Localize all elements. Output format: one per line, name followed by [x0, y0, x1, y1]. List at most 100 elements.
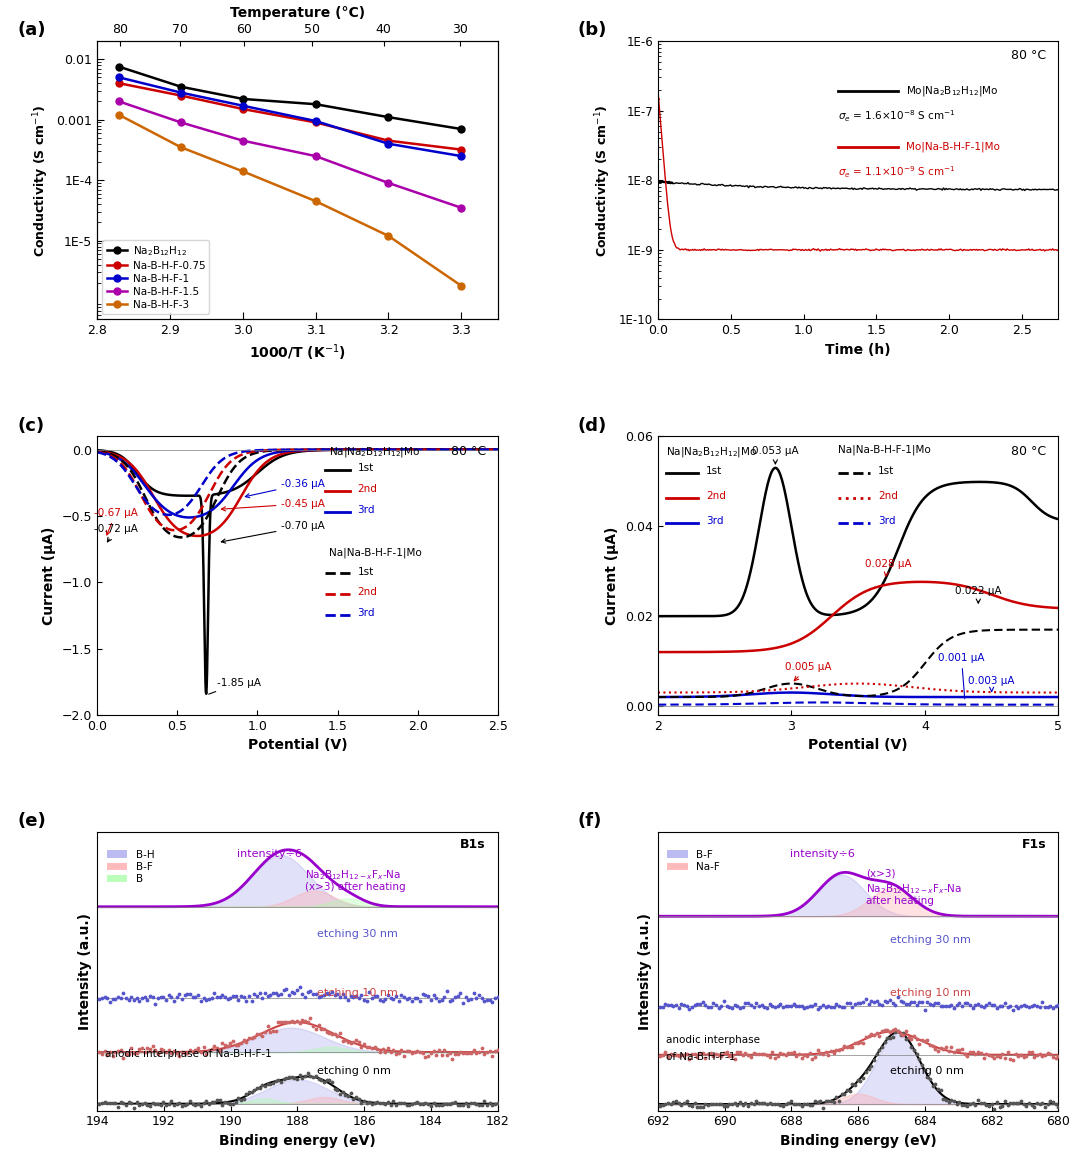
Point — [179, 985, 197, 1004]
Point — [165, 1095, 183, 1114]
Point — [726, 1050, 743, 1068]
Point — [489, 1040, 507, 1059]
Text: $\sigma_e$ = 1.6$\times$10$^{-8}$ S cm$^{-1}$: $\sigma_e$ = 1.6$\times$10$^{-8}$ S cm$^… — [838, 109, 956, 124]
Point — [312, 1021, 329, 1039]
Point — [745, 1094, 762, 1113]
Text: 3rd: 3rd — [357, 608, 375, 618]
Point — [852, 1072, 869, 1091]
Point — [737, 994, 754, 1012]
Point — [118, 989, 135, 1008]
Point — [428, 989, 445, 1008]
Point — [138, 1039, 156, 1058]
Point — [451, 984, 469, 1003]
Point — [288, 981, 306, 999]
Point — [203, 1039, 220, 1058]
Point — [841, 994, 859, 1012]
Point — [278, 980, 295, 998]
Point — [729, 1095, 746, 1114]
Point — [154, 988, 172, 1007]
Point — [841, 1037, 859, 1056]
Point — [208, 988, 226, 1007]
Point — [211, 1091, 228, 1109]
Point — [152, 1040, 170, 1059]
Point — [916, 1032, 933, 1051]
Point — [892, 992, 909, 1011]
Point — [91, 1043, 108, 1061]
Na-B-H-F-1.5 — [237, 133, 249, 147]
Point — [406, 988, 423, 1007]
Point — [771, 1044, 788, 1063]
Point — [678, 996, 696, 1015]
Point — [959, 1097, 976, 1115]
Point — [678, 1092, 696, 1111]
Point — [451, 1043, 469, 1061]
Na-B-H-F-1 — [382, 137, 395, 151]
Point — [254, 1075, 271, 1094]
Point — [301, 1067, 319, 1086]
Point — [131, 1095, 148, 1114]
Na-B-H-F-3 — [382, 229, 395, 243]
Point — [241, 987, 258, 1005]
Point — [104, 990, 121, 1009]
Point — [651, 1047, 669, 1066]
Point — [841, 1081, 859, 1100]
Point — [328, 1026, 346, 1045]
Point — [136, 1094, 153, 1113]
Text: (a): (a) — [17, 21, 45, 40]
Point — [457, 988, 474, 1007]
Point — [777, 1094, 794, 1113]
Point — [940, 1042, 957, 1060]
Text: 0.001 μA: 0.001 μA — [939, 653, 985, 699]
Point — [486, 1042, 503, 1060]
Point — [686, 1094, 703, 1113]
Point — [849, 1071, 866, 1090]
Point — [305, 984, 322, 1003]
Point — [680, 1050, 698, 1068]
Point — [323, 983, 340, 1002]
Point — [481, 990, 498, 1009]
Point — [986, 1049, 1003, 1067]
Na-B-H-F-0.75 — [455, 143, 468, 157]
Na-B-H-F-3 — [112, 108, 125, 122]
Point — [756, 997, 773, 1016]
Point — [377, 990, 394, 1009]
Point — [903, 1030, 920, 1049]
Point — [393, 1040, 410, 1059]
Point — [342, 1084, 360, 1102]
Point — [664, 996, 681, 1015]
Point — [1004, 1094, 1022, 1113]
Point — [836, 1085, 853, 1104]
Point — [337, 1086, 354, 1105]
Point — [691, 1098, 708, 1116]
X-axis label: 1000/T (K$^{-1}$): 1000/T (K$^{-1}$) — [248, 343, 346, 364]
Point — [972, 1094, 989, 1113]
Point — [870, 1042, 888, 1060]
Point — [961, 995, 978, 1014]
Point — [205, 983, 222, 1002]
X-axis label: Potential (V): Potential (V) — [247, 739, 348, 753]
Point — [323, 1073, 340, 1092]
Point — [996, 1049, 1013, 1067]
Text: 0.053 μA: 0.053 μA — [752, 447, 799, 464]
Point — [930, 994, 947, 1012]
Point — [430, 1042, 447, 1060]
Point — [935, 1090, 953, 1108]
Point — [905, 992, 922, 1011]
Point — [114, 1094, 132, 1113]
Point — [270, 985, 287, 1004]
Point — [860, 1026, 877, 1045]
Point — [881, 991, 899, 1010]
Point — [724, 1094, 741, 1113]
Point — [91, 1095, 108, 1114]
Point — [673, 995, 690, 1014]
Na-B-H-F-1.5 — [309, 150, 322, 164]
Point — [203, 1092, 220, 1111]
Point — [809, 1040, 826, 1059]
Point — [129, 989, 146, 1008]
Point — [827, 995, 845, 1014]
Point — [689, 1098, 706, 1116]
Point — [353, 1037, 370, 1056]
Point — [865, 1050, 882, 1068]
Point — [700, 1045, 717, 1064]
Point — [345, 988, 362, 1007]
